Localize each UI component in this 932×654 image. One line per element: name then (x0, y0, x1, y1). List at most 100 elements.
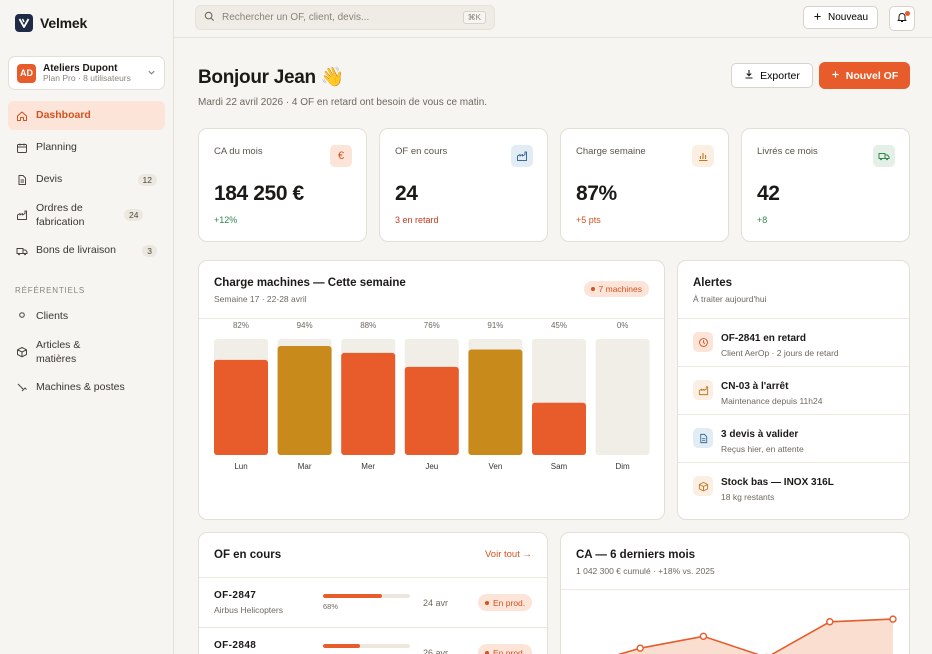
document-icon (16, 174, 28, 186)
alert-item[interactable]: CN-03 à l'arrêt Maintenance depuis 11h24 (678, 367, 909, 415)
sidebar-item-clients[interactable]: Clients (8, 302, 165, 331)
kpi-card[interactable]: Livrés ce mois 42 +8 (741, 128, 910, 242)
of-row[interactable]: OF-2847 Airbus Helicopters 68% 24 avr En pro… (199, 577, 547, 627)
chevron-down-icon (147, 68, 156, 79)
search-input[interactable] (222, 12, 456, 23)
workspace-avatar: AD (17, 63, 36, 83)
search-shortcut: ⌘K (462, 11, 486, 24)
sidebar-item-devis[interactable]: Devis 12 (8, 165, 165, 194)
alerts-subtitle: À traiter aujourd'hui (693, 294, 767, 304)
kpi-value: 184 250 € (214, 182, 304, 205)
alert-title: 3 devis à valider (721, 429, 799, 440)
alert-item[interactable]: Stock bas — INOX 316L 18 kg restants (678, 463, 909, 511)
sidebar-item-bons-de-livraison[interactable]: Bons de livraison 3 (8, 236, 165, 265)
workspace-plan: Plan Pro · 8 utilisateurs (43, 72, 131, 83)
bell-icon (896, 11, 908, 26)
status-badge: En prod. (478, 594, 533, 611)
bar-category-label: Mar (298, 462, 312, 471)
bar-value-label: 45% (551, 321, 567, 330)
alert-subtitle: Maintenance depuis 11h24 (721, 396, 823, 406)
ca-area (620, 619, 893, 654)
sidebar-item-label: Articles & matières (36, 338, 81, 365)
new-button[interactable]: Nouveau (803, 6, 878, 29)
bar-value-label: 0% (617, 321, 629, 330)
kpi-value: 87% (576, 182, 617, 205)
brand[interactable]: Velmek (15, 14, 87, 32)
export-button[interactable]: Exporter (731, 63, 813, 88)
section-title-referentiels: RÉFÉRENTIELS (15, 286, 86, 295)
alert-title: CN-03 à l'arrêt (721, 381, 789, 392)
charge-bar-chart: 82% Lun 94% Mar 88% Mer 76% Jeu 91% Ven 45% Sam 0% Di… (214, 321, 650, 471)
ca-point[interactable] (889, 615, 897, 623)
kpi-card[interactable]: CA du mois €184 250 € +12% (198, 128, 367, 242)
sidebar-item-label: Bons de livraison (36, 244, 116, 257)
ca-subtitle: 1 042 300 € cumulé · +18% vs. 2025 (576, 566, 715, 576)
truck-icon (873, 145, 895, 167)
workspace-switcher[interactable]: AD Ateliers Dupont Plan Pro · 8 utilisat… (8, 56, 165, 90)
bar-category-label: Jeu (425, 462, 438, 471)
alert-subtitle: Reçus hier, en attente (721, 444, 804, 454)
sidebar-item-articles-matieres[interactable]: Articles & matières (8, 334, 165, 370)
tool-icon (16, 382, 28, 394)
kpi-delta: +8 (757, 215, 768, 225)
bar-ven[interactable] (468, 349, 523, 455)
of-id: OF-2847 (214, 590, 257, 601)
sidebar: Velmek AD Ateliers Dupont Plan Pro · 8 u… (0, 0, 174, 654)
sidebar-item-label: Planning (36, 141, 77, 154)
sidebar-item-label: Machines & postes (36, 381, 125, 394)
bar-jeu[interactable] (404, 366, 459, 455)
new-of-button-label: Nouvel OF (845, 69, 899, 82)
referentiels-nav: Clients Articles & matières Machines & pos… (8, 302, 165, 405)
alert-item[interactable]: OF-2841 en retard Client AerOp · 2 jours … (678, 319, 909, 367)
alert-item[interactable]: 3 devis à valider Reçus hier, en attente (678, 415, 909, 463)
alert-title: OF-2841 en retard (721, 333, 807, 344)
bar-category-label: Ven (489, 462, 503, 471)
alerts-title: Alertes (693, 277, 732, 289)
bar-sam[interactable] (532, 402, 586, 455)
machines-pill[interactable]: 7 machines (583, 281, 649, 297)
sidebar-item-ordres-de-fabrication[interactable]: Ordres de fabrication 24 (8, 197, 165, 233)
sidebar-item-dashboard[interactable]: Dashboard (8, 101, 165, 130)
charge-title: Charge machines — Cette semaine (214, 277, 406, 289)
sidebar-item-planning[interactable]: Planning (8, 133, 165, 162)
plus-icon (813, 12, 822, 24)
ca-point[interactable] (826, 618, 834, 626)
sidebar-item-machines-postes[interactable]: Machines & postes (8, 373, 165, 402)
kpi-card[interactable]: OF en cours 24 3 en retard (379, 128, 548, 242)
of-date: 24 avr (423, 598, 449, 608)
bar-track (595, 339, 650, 455)
ca-card: CA — 6 derniers mois 1 042 300 € cumulé … (560, 532, 910, 654)
ca-line (617, 618, 894, 654)
bar-lun[interactable] (214, 359, 268, 455)
document-icon (693, 428, 713, 448)
of-progress-label: 68% (323, 602, 339, 611)
new-of-button[interactable]: Nouvel OF (819, 62, 910, 89)
of-progress-bar (323, 594, 410, 598)
euro-icon: € (330, 145, 352, 167)
app-name: Velmek (40, 15, 88, 31)
page-subtitle: Mardi 22 avril 2026 · 4 OF en retard ont… (198, 97, 488, 108)
notifications-button[interactable] (889, 6, 915, 31)
bar-mer[interactable] (341, 352, 396, 455)
ca-point[interactable] (636, 644, 644, 652)
bar-value-label: 91% (487, 321, 503, 330)
kpi-value: 24 (395, 182, 418, 205)
topbar: ⌘K Nouveau (174, 0, 932, 38)
sidebar-item-badge: 3 (142, 244, 157, 257)
home-icon (16, 110, 28, 122)
kpi-label: Livrés ce mois (757, 146, 818, 157)
search-box[interactable]: ⌘K (195, 5, 495, 30)
ca-point[interactable] (699, 632, 708, 640)
export-button-label: Exporter (760, 69, 800, 82)
of-progress-bar (323, 644, 410, 648)
of-list-title: OF en cours (214, 549, 282, 561)
bar-category-label: Dim (615, 462, 630, 471)
sidebar-item-badge: 12 (137, 173, 157, 186)
of-row[interactable]: OF-2848 42% 26 avr En prod. (199, 627, 547, 654)
alerts-card: Alertes À traiter aujourd'hui OF-2841 en… (677, 260, 910, 520)
kpi-card[interactable]: Charge semaine 87% +5 pts (560, 128, 729, 242)
bar-mar[interactable] (277, 345, 332, 455)
page-title: Bonjour Jean 👋 (198, 67, 345, 88)
see-all-link[interactable]: Voir tout → (485, 549, 532, 560)
factory-icon (16, 209, 28, 221)
